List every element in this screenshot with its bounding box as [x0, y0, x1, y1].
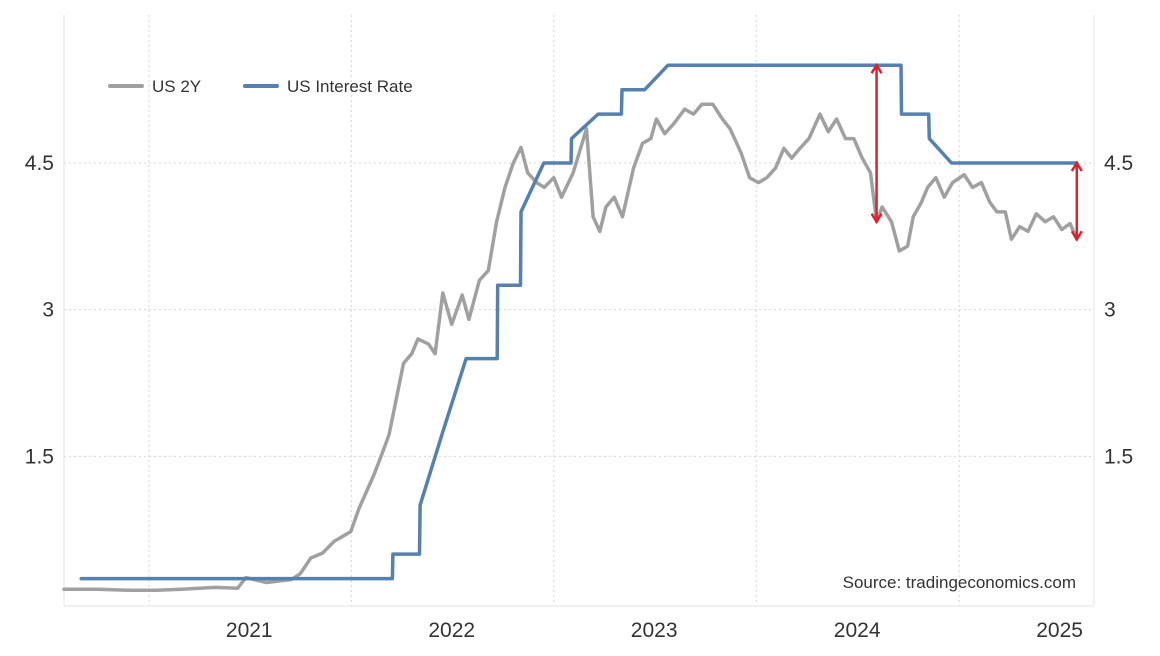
- x-tick-label: 2022: [428, 619, 475, 642]
- plot-frame: [63, 15, 1095, 607]
- red-double-arrow-1: [870, 62, 883, 225]
- y-tick-label-left: 3: [42, 299, 54, 322]
- legend: US 2Y US Interest Rate: [108, 77, 413, 96]
- annotations: [870, 62, 1083, 242]
- y-tick-label-left: 1.5: [25, 445, 54, 468]
- series-lines: [62, 63, 1079, 593]
- legend-label-us-2y: US 2Y: [152, 77, 201, 96]
- arrow-head-down: [870, 213, 883, 225]
- arrow-head-up: [1070, 160, 1083, 172]
- y-tick-label-right: 1.5: [1104, 445, 1133, 468]
- y-tick-label-left: 4.5: [25, 152, 54, 175]
- red-double-arrow-2: [1070, 160, 1083, 242]
- x-tick-label: 2021: [226, 619, 273, 642]
- source-label: Source: tradingeconomics.com: [843, 573, 1076, 592]
- x-tick-label: 2025: [1036, 619, 1083, 642]
- series-line-us-2y: [62, 102, 1079, 593]
- arrow-head-down: [1070, 230, 1083, 242]
- axis-labels: 1.5 3 4.5 1.5 3 4.5 2021 2022 2023 2024 2025: [25, 152, 1133, 642]
- x-tick-label: 2023: [631, 619, 678, 642]
- series-line-us-interest-rate: [79, 63, 1079, 581]
- x-tick-label: 2024: [834, 619, 881, 642]
- grid: [64, 15, 1094, 606]
- y-tick-label-right: 4.5: [1104, 152, 1133, 175]
- y-tick-label-right: 3: [1104, 299, 1116, 322]
- legend-label-us-interest-rate: US Interest Rate: [287, 77, 413, 96]
- arrow-head-up: [870, 62, 883, 74]
